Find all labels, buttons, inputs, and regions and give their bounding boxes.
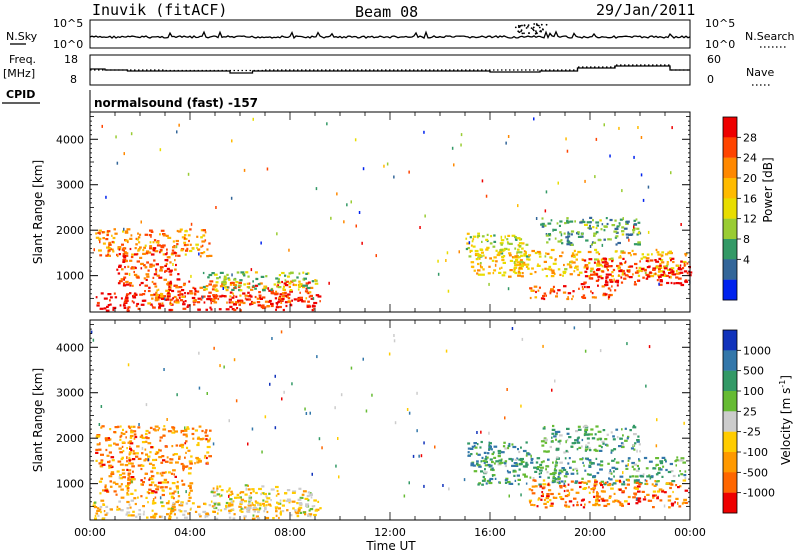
ytick-label: 4000 [56,341,84,354]
nsearch-tick-low: 10^0 [705,38,735,51]
nsky-tick-high: 10^5 [53,17,83,30]
xtick-label: 04:00 [174,526,206,539]
colorbar-tick: -25 [743,426,761,439]
colorbar-swatch [723,198,737,219]
power-ylabel: Slant Range [km] [31,160,45,264]
time-axis-label: Time UT [365,539,416,553]
xtick-label: 00:00 [74,526,106,539]
colorbar-tick: 20 [743,172,757,185]
beam-title: Beam 08 [355,3,418,21]
nave-tick-high: 60 [707,53,721,66]
freq-panel: Freq. [MHz] 18 8 60 0 Nave [3,53,774,86]
colorbar-swatch [723,259,737,280]
colorbar-tick: 25 [743,405,757,418]
cpid-label: CPID [6,88,35,101]
colorbar-swatch [723,117,737,138]
ytick-label: 2000 [56,224,84,237]
colorbar-swatch [723,330,737,351]
power-colorbar: 28 24 20 16 12 8 4 Power [dB] [722,116,775,301]
colorbar-tick: 1000 [743,344,771,357]
colorbar-swatch [723,391,737,412]
cpid-text: normalsound (fast) -157 [94,96,258,110]
nsearch-tick-high: 10^5 [705,17,735,30]
colorbar-swatch [723,350,737,371]
ytick-label: 1000 [56,478,84,491]
velocity-panel: 4000 3000 2000 1000 00:00 04:00 08:00 12:00 16:… [31,319,706,553]
xtick-label: 12:00 [374,526,406,539]
colorbar-tick: 500 [743,365,764,378]
freq-tick-low: 8 [70,73,77,86]
colorbar-tick: 4 [743,253,750,266]
velocity-colorbar-label: Velocity [m s-1] [778,375,793,465]
xtick-label: 08:00 [274,526,306,539]
colorbar-swatch [723,137,737,158]
ytick-label: 3000 [56,387,84,400]
colorbar-swatch [723,178,737,199]
velocity-ylabel: Slant Range [km] [31,368,45,472]
ytick-label: 4000 [56,133,84,146]
nave-label: Nave [746,66,774,79]
nsky-panel: N.Sky 10^5 10^0 10^5 10^0 N.Search [6,17,795,51]
colorbar-tick: -500 [743,466,768,479]
station-title: Inuvik (fitACF) [92,1,227,19]
colorbar-swatch [723,370,737,392]
ytick-label: 3000 [56,179,84,192]
power-colorbar-label: Power [dB] [761,157,775,222]
colorbar-swatch [723,218,737,240]
freq-label: Freq. [9,53,36,66]
colorbar-tick: 100 [743,385,764,398]
colorbar-swatch [723,452,737,473]
cpid-panel: CPID normalsound (fast) -157 [2,88,258,112]
colorbar-tick: 24 [743,152,757,165]
colorbar-swatch [723,492,737,514]
colorbar-swatch [723,411,737,432]
xtick-label: 00:00 [674,526,706,539]
date-title: 29/Jan/2011 [596,1,695,19]
colorbar-swatch [723,157,737,179]
nave-tick-low: 0 [707,73,714,86]
colorbar-tick: 8 [743,233,750,246]
colorbar-swatch [723,431,737,453]
colorbar-tick: 16 [743,192,757,205]
colorbar-tick: 28 [743,131,757,144]
colorbar-tick: 12 [743,213,757,226]
freq-unit: [MHz] [3,67,35,80]
nsky-tick-low: 10^0 [53,38,83,51]
ytick-label: 2000 [56,432,84,445]
colorbar-tick: -100 [743,446,768,459]
colorbar-swatch [723,279,737,301]
nsearch-label: N.Search [745,30,795,43]
nsky-label: N.Sky [6,30,38,43]
power-panel: 4000 3000 2000 1000 Slant Range [km] [31,111,693,313]
velocity-colorbar: 1000 500 100 25 -25 -100 -500 -1000 Velocity [m… [722,329,793,514]
colorbar-tick: -1000 [743,487,775,500]
ytick-label: 1000 [56,270,84,283]
xtick-label: 16:00 [474,526,506,539]
colorbar-swatch [723,239,737,260]
colorbar-swatch [723,472,737,493]
xtick-label: 20:00 [574,526,606,539]
freq-tick-high: 18 [64,53,78,66]
